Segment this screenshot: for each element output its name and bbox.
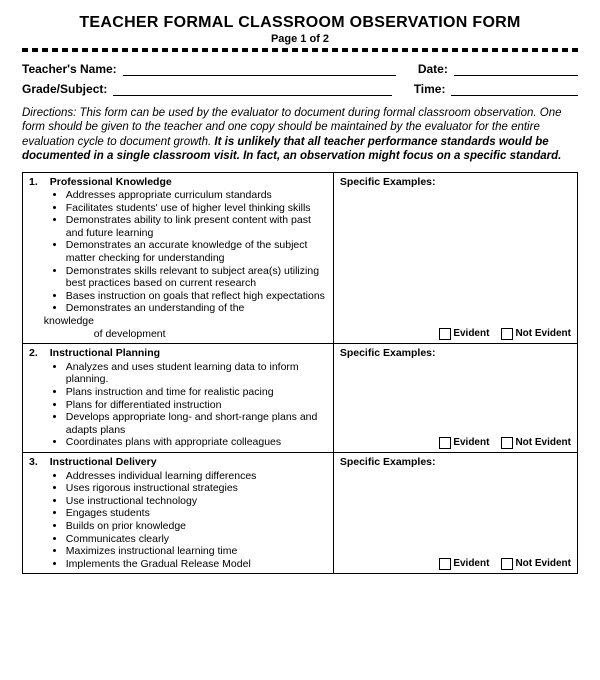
list-item: Use instructional technology <box>66 495 327 508</box>
not-evident-checkbox[interactable] <box>501 558 513 570</box>
section-3-criteria: Instructional Delivery Addresses individ… <box>44 452 334 573</box>
list-item: Bases instruction on goals that reflect … <box>66 290 327 303</box>
evident-checkbox[interactable] <box>439 328 451 340</box>
list-item: Analyzes and uses student learning data … <box>66 361 327 386</box>
list-item: Demonstrates ability to link present con… <box>66 214 327 239</box>
directions-text: Directions: This form can be used by the… <box>22 106 578 164</box>
not-evident-checkbox[interactable] <box>501 328 513 340</box>
section-1-criteria: Professional Knowledge Addresses appropr… <box>44 172 334 344</box>
section-3-heading: Instructional Delivery <box>50 456 327 469</box>
evident-label: Evident <box>453 328 489 340</box>
grade-subject-label: Grade/Subject: <box>22 82 113 96</box>
evident-label: Evident <box>453 558 489 570</box>
list-item: Maximizes instructional learning time <box>66 545 327 558</box>
field-row-2: Grade/Subject: Time: <box>22 82 578 96</box>
field-row-1: Teacher's Name: Date: <box>22 62 578 76</box>
evident-checkbox[interactable] <box>439 558 451 570</box>
section-3-num: 3. <box>23 452 44 573</box>
list-item: Demonstrates skills relevant to subject … <box>66 265 327 290</box>
section-1-heading: Professional Knowledge <box>50 176 327 189</box>
teacher-name-label: Teacher's Name: <box>22 62 123 76</box>
examples-label: Specific Examples: <box>340 176 571 189</box>
list-item: Addresses appropriate curriculum standar… <box>66 189 327 202</box>
list-item: Demonstrates an understanding of the <box>66 302 327 315</box>
form-title: TEACHER FORMAL CLASSROOM OBSERVATION FOR… <box>22 14 578 32</box>
not-evident-label: Not Evident <box>515 437 571 449</box>
list-item: Demonstrates an accurate knowledge of th… <box>66 239 327 264</box>
page-number: Page 1 of 2 <box>22 33 578 45</box>
date-label: Date: <box>418 62 454 76</box>
not-evident-label: Not Evident <box>515 558 571 570</box>
list-item: Builds on prior knowledge <box>66 520 327 533</box>
teacher-name-field[interactable] <box>123 62 396 76</box>
not-evident-label: Not Evident <box>515 328 571 340</box>
section-1-num: 1. <box>23 172 44 344</box>
section-1-examples: Specific Examples: Evident Not Evident <box>333 172 577 344</box>
not-evident-checkbox[interactable] <box>501 437 513 449</box>
time-field[interactable] <box>451 82 578 96</box>
hang-text-1: knowledge <box>44 315 327 328</box>
list-item: Plans for differentiated instruction <box>66 399 327 412</box>
section-3-examples: Specific Examples: Evident Not Evident <box>333 452 577 573</box>
grade-subject-field[interactable] <box>113 82 391 96</box>
date-field[interactable] <box>454 62 578 76</box>
section-2-heading: Instructional Planning <box>50 347 327 360</box>
list-item: Coordinates plans with appropriate colle… <box>66 436 327 449</box>
examples-label: Specific Examples: <box>340 347 571 360</box>
list-item: Facilitates students' use of higher leve… <box>66 202 327 215</box>
observation-table: 1. Professional Knowledge Addresses appr… <box>22 172 578 575</box>
section-2-num: 2. <box>23 344 44 453</box>
divider <box>22 48 578 52</box>
list-item: Communicates clearly <box>66 533 327 546</box>
time-label: Time: <box>414 82 452 96</box>
list-item: Develops appropriate long- and short-ran… <box>66 411 327 436</box>
list-item: Uses rigorous instructional strategies <box>66 482 327 495</box>
evident-checkbox[interactable] <box>439 437 451 449</box>
section-2-examples: Specific Examples: Evident Not Evident <box>333 344 577 453</box>
list-item: Plans instruction and time for realistic… <box>66 386 327 399</box>
list-item: Addresses individual learning difference… <box>66 470 327 483</box>
list-item: Engages students <box>66 507 327 520</box>
examples-label: Specific Examples: <box>340 456 571 469</box>
section-2-criteria: Instructional Planning Analyzes and uses… <box>44 344 334 453</box>
evident-label: Evident <box>453 437 489 449</box>
hang-text-2: of development <box>94 328 327 341</box>
list-item: Implements the Gradual Release Model <box>66 558 327 571</box>
